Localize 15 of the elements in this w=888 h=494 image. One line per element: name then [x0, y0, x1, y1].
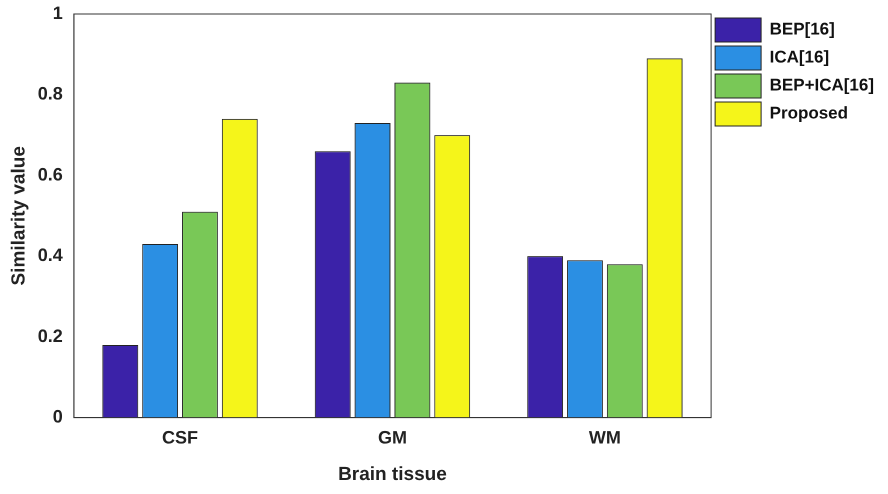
y-axis-title: Similarity value	[8, 146, 30, 286]
x-tick-label: GM	[378, 427, 407, 448]
y-tick-label: 0	[52, 406, 63, 427]
y-tick-label: 0.4	[38, 245, 63, 266]
x-tick-label: WM	[588, 427, 621, 448]
y-tick-label: 0.6	[38, 164, 63, 184]
legend-label: BEP+ICA[16]	[770, 76, 874, 95]
x-tick-label: CSF	[162, 427, 198, 448]
legend-label: ICA[16]	[770, 48, 830, 67]
legend-label: Proposed	[770, 104, 848, 123]
y-tick-label: 0.8	[38, 84, 63, 104]
x-axis-title: Brain tissue	[338, 464, 447, 485]
legend-label: BEP[16]	[770, 20, 835, 39]
y-tick-label: 1	[52, 2, 63, 23]
y-tick-label: 0.2	[38, 326, 63, 346]
